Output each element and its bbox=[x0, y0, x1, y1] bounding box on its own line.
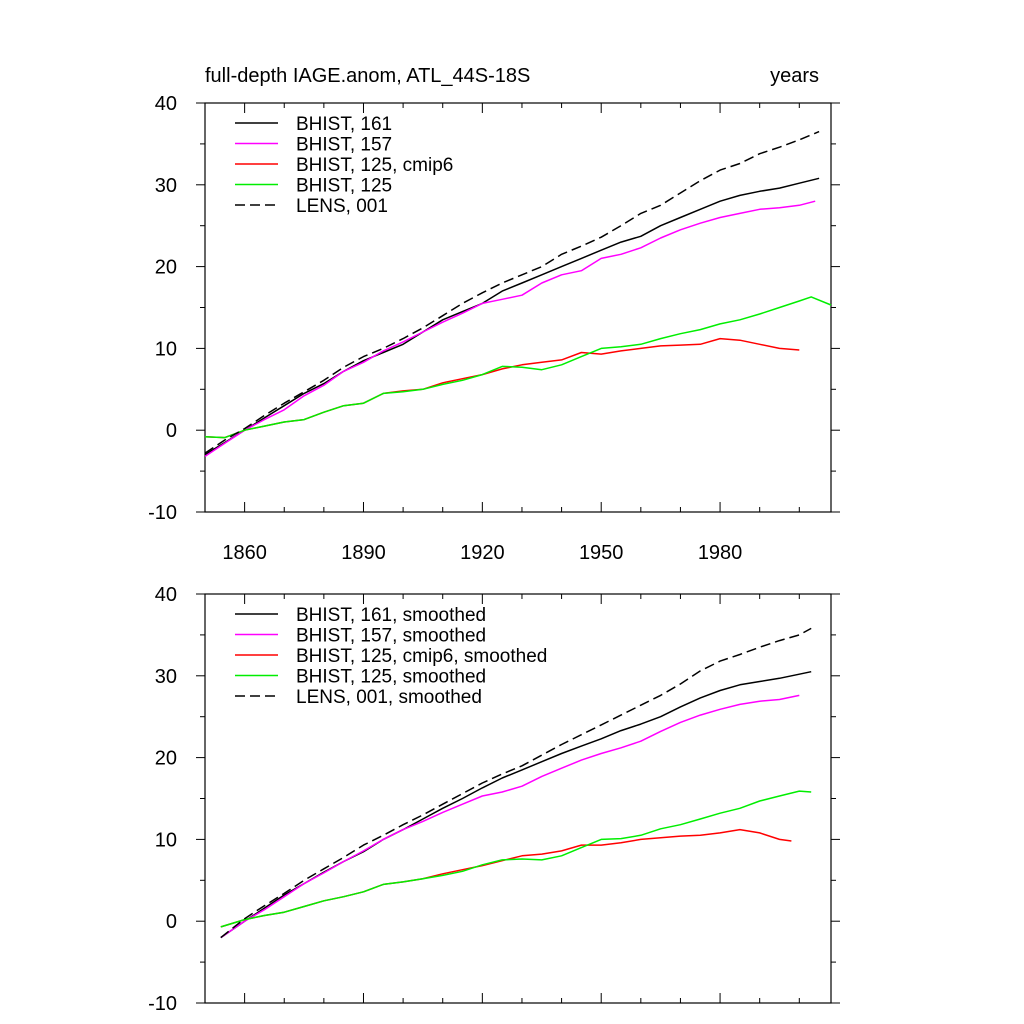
series-line-lens-001-smoothed bbox=[220, 627, 812, 939]
y-tick-label: 0 bbox=[166, 911, 177, 933]
series-line-bhist-157-smoothed bbox=[220, 694, 800, 939]
series-line-bhist-125 bbox=[204, 296, 832, 439]
series-line-bhist-157 bbox=[204, 200, 816, 458]
legend-label: LENS, 001, smoothed bbox=[296, 687, 482, 708]
y-tick-label: 30 bbox=[155, 175, 177, 197]
y-tick-label: 10 bbox=[155, 338, 177, 360]
y-tick-label: 20 bbox=[155, 257, 177, 279]
legend-label: BHIST, 157, smoothed bbox=[296, 626, 486, 647]
legend-label: BHIST, 161, smoothed bbox=[296, 605, 486, 626]
legend-label: BHIST, 125, cmip6, smoothed bbox=[296, 646, 547, 667]
top-chart-series-group bbox=[204, 130, 832, 458]
y-tick-label: 40 bbox=[155, 584, 177, 606]
x-tick-label: 1860 bbox=[222, 542, 267, 564]
x-tick-label: 1890 bbox=[341, 542, 386, 564]
y-tick-label: -10 bbox=[148, 993, 177, 1015]
y-tick-label: 10 bbox=[155, 829, 177, 851]
legend-label: BHIST, 125, cmip6 bbox=[296, 155, 453, 176]
x-tick-label: 1980 bbox=[698, 542, 743, 564]
legend-label: BHIST, 157 bbox=[296, 135, 392, 156]
y-tick-label: 0 bbox=[166, 420, 177, 442]
y-tick-label: 20 bbox=[155, 748, 177, 770]
series-line-bhist-161 bbox=[204, 177, 820, 456]
bottom-chart-series-group bbox=[220, 627, 812, 939]
x-tick-label: 1920 bbox=[460, 542, 505, 564]
top-chart-axes: -10 0 10 20 30 40 1860 1890 1920 1950 1980 bbox=[148, 93, 840, 564]
y-tick-label: -10 bbox=[148, 502, 177, 524]
legend-label: BHIST, 125, smoothed bbox=[296, 667, 486, 688]
legend-label: BHIST, 161 bbox=[296, 114, 392, 135]
y-tick-label: 40 bbox=[155, 93, 177, 115]
top-chart-panel: full-depth IAGE.anom, ATL_44S-18S years … bbox=[148, 65, 840, 564]
series-line-lens-001 bbox=[204, 130, 820, 454]
legend-label: LENS, 001 bbox=[296, 196, 388, 217]
x-tick-label: 1950 bbox=[579, 542, 624, 564]
legend-label: BHIST, 125 bbox=[296, 176, 392, 197]
series-line-bhist-125-smoothed bbox=[220, 790, 812, 928]
top-chart-units: years bbox=[770, 65, 819, 87]
y-tick-label: 30 bbox=[155, 666, 177, 688]
bottom-chart-axes: -10 0 10 20 30 40 bbox=[148, 584, 840, 1015]
top-chart-title: full-depth IAGE.anom, ATL_44S-18S bbox=[205, 65, 530, 87]
